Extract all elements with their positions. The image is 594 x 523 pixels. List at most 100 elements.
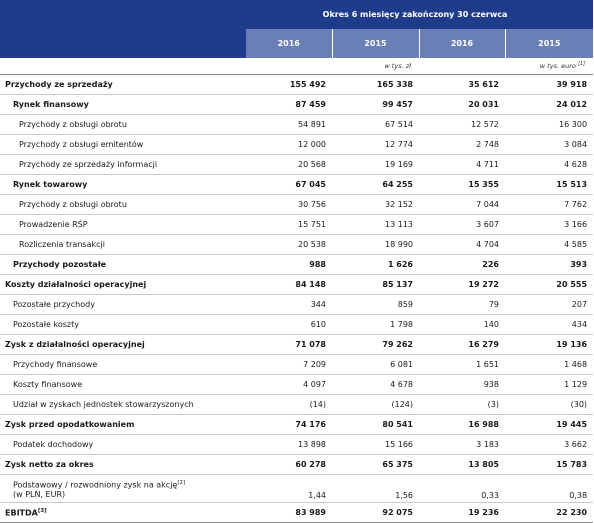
row-value: 19 136 [505, 334, 594, 355]
row-value: 16 988 [419, 414, 505, 435]
row-value: 226 [419, 254, 505, 275]
row-value: 32 152 [332, 194, 419, 215]
row-label: Przychody z obsługi obrotu [0, 114, 246, 135]
table-row: Przychody ze sprzedaży 155 492 165 338 3… [0, 74, 594, 95]
row-value: 434 [505, 314, 594, 335]
row-value: 84 148 [246, 274, 332, 295]
year-header: 2016 [418, 29, 505, 58]
year-header: 2015 [331, 29, 419, 58]
header-years-row: 2016 2015 2016 2015 [0, 29, 594, 58]
row-label: Rozliczenia transakcji [0, 234, 246, 255]
row-value: 30 756 [246, 194, 332, 215]
footnote-marker: [3] [37, 507, 47, 514]
row-value: 20 568 [246, 154, 332, 175]
row-label: Podstawowy / rozwodniony zysk na akcję[2… [0, 474, 246, 503]
row-label: Zysk z działalności operacyjnej [0, 334, 246, 355]
row-value: 15 783 [505, 454, 594, 475]
row-value: 65 375 [332, 454, 419, 475]
row-value: 988 [246, 254, 332, 275]
row-value: 92 075 [332, 502, 419, 523]
row-value: 79 262 [332, 334, 419, 355]
header-blank-cell [0, 29, 246, 58]
row-value: 85 137 [332, 274, 419, 295]
row-value: 165 338 [332, 74, 419, 95]
table-row: Zysk z działalności operacyjnej 71 078 7… [0, 334, 594, 355]
row-value: 140 [419, 314, 505, 335]
row-value: 12 000 [246, 134, 332, 155]
row-value: 4 097 [246, 374, 332, 395]
table-row: Rozliczenia transakcji 20 538 18 990 4 7… [0, 234, 594, 255]
row-value: 3 084 [505, 134, 594, 155]
row-label: Przychody finansowe [0, 354, 246, 375]
row-label: Przychody z obsługi obrotu [0, 194, 246, 215]
row-label: Rynek finansowy [0, 94, 246, 115]
row-value: 4 628 [505, 154, 594, 175]
row-label: Pozostałe koszty [0, 314, 246, 335]
row-value: 1 129 [505, 374, 594, 395]
table-row: Pozostałe koszty 610 1 798 140 434 [0, 314, 594, 335]
row-value: 87 459 [246, 94, 332, 115]
row-value: (30) [505, 394, 594, 415]
table-row: EBITDA[3] 83 989 92 075 19 236 22 230 [0, 502, 594, 523]
unit-pln: w tys. zł [246, 58, 419, 75]
row-value: 99 457 [332, 94, 419, 115]
row-value: 12 774 [332, 134, 419, 155]
row-value: 19 236 [419, 502, 505, 523]
table-row: Prowadzenie RŚP 15 751 13 113 3 607 3 16… [0, 214, 594, 235]
row-label: Przychody ze sprzedaży informacji [0, 154, 246, 175]
row-label-subtext: (w PLN, EUR) [13, 490, 66, 500]
row-value: (3) [419, 394, 505, 415]
table-row: Zysk przed opodatkowaniem 74 176 80 541 … [0, 414, 594, 435]
row-value: 4 678 [332, 374, 419, 395]
year-header: 2015 [504, 29, 594, 58]
row-label: EBITDA[3] [0, 502, 246, 523]
row-value: 13 113 [332, 214, 419, 235]
row-value: 71 078 [246, 334, 332, 355]
row-value: (124) [332, 394, 419, 415]
unit-eur: w tys. euro [1] [419, 58, 594, 75]
table-row: Przychody ze sprzedaży informacji 20 568… [0, 154, 594, 175]
table-row: Rynek finansowy 87 459 99 457 20 031 24 … [0, 94, 594, 115]
row-label: Udział w zyskach jednostek stowarzyszony… [0, 394, 246, 415]
row-value: 3 183 [419, 434, 505, 455]
row-label-text: Podstawowy / rozwodniony zysk na akcję [13, 480, 178, 490]
row-value: 344 [246, 294, 332, 315]
row-value: 3 662 [505, 434, 594, 455]
row-label: Zysk przed opodatkowaniem [0, 414, 246, 435]
row-value: 938 [419, 374, 505, 395]
row-value: 155 492 [246, 74, 332, 95]
table-row: Przychody z obsługi emitentów 12 000 12 … [0, 134, 594, 155]
period-header: Okres 6 miesięcy zakończony 30 czerwca [246, 0, 594, 29]
row-label: Rynek towarowy [0, 174, 246, 195]
row-value: 1,56 [332, 474, 419, 503]
row-value: 22 230 [505, 502, 594, 523]
row-value: 393 [505, 254, 594, 275]
row-value: 1 468 [505, 354, 594, 375]
row-value: 19 169 [332, 154, 419, 175]
unit-eur-label: w tys. euro [539, 62, 576, 71]
row-value: 15 166 [332, 434, 419, 455]
row-value: 20 538 [246, 234, 332, 255]
row-value: 16 279 [419, 334, 505, 355]
row-value: 60 278 [246, 454, 332, 475]
table-row: Podatek dochodowy 13 898 15 166 3 183 3 … [0, 434, 594, 455]
row-value: 0,38 [505, 474, 594, 503]
row-value: 1 798 [332, 314, 419, 335]
row-value: 7 044 [419, 194, 505, 215]
row-value: 4 585 [505, 234, 594, 255]
row-label-text: EBITDA [5, 508, 38, 518]
table-row: Zysk netto za okres 60 278 65 375 13 805… [0, 454, 594, 475]
row-value: 12 572 [419, 114, 505, 135]
table-row: Udział w zyskach jednostek stowarzyszony… [0, 394, 594, 415]
row-value: 64 255 [332, 174, 419, 195]
table-row: Przychody z obsługi obrotu 30 756 32 152… [0, 194, 594, 215]
row-value: 67 045 [246, 174, 332, 195]
row-label: Prowadzenie RŚP [0, 214, 246, 235]
row-value: 20 555 [505, 274, 594, 295]
row-value: 859 [332, 294, 419, 315]
row-value: 6 081 [332, 354, 419, 375]
row-label: Koszty finansowe [0, 374, 246, 395]
row-value: 0,33 [419, 474, 505, 503]
row-value: (14) [246, 394, 332, 415]
